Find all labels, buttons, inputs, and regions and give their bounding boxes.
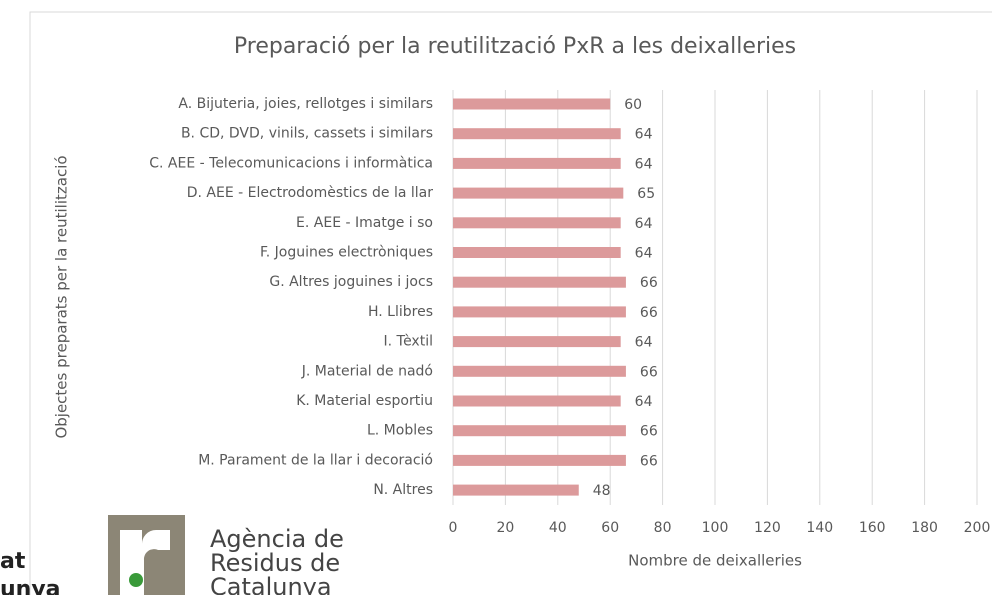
y-tick-label: A. Bijuteria, joies, rellotges i similar… xyxy=(178,96,433,112)
y-tick-label: F. Joguines electròniques xyxy=(260,245,433,261)
x-tick-label: 0 xyxy=(449,520,458,536)
bar xyxy=(453,128,621,140)
x-tick-label: 100 xyxy=(702,520,729,536)
y-tick-label: K. Material esportiu xyxy=(296,393,433,409)
logo: at unya Agència de Residus de Catalunya xyxy=(0,515,344,595)
data-label: 66 xyxy=(640,364,658,380)
x-tick-label: 40 xyxy=(549,520,567,536)
data-label: 64 xyxy=(635,156,653,172)
y-axis-label: Objectes preparats per la reutilització xyxy=(53,155,71,438)
data-label: 64 xyxy=(635,335,653,351)
data-label: 64 xyxy=(635,216,653,232)
x-tick-label: 140 xyxy=(806,520,833,536)
bar xyxy=(453,306,626,318)
logo-text: Agència de xyxy=(210,525,344,553)
bar xyxy=(453,98,611,110)
bar xyxy=(453,454,626,466)
bar xyxy=(453,217,621,229)
x-tick-label: 120 xyxy=(754,520,781,536)
bar xyxy=(453,157,621,169)
x-tick-label: 180 xyxy=(911,520,938,536)
bar xyxy=(453,484,579,496)
data-label: 65 xyxy=(637,186,655,202)
bar xyxy=(453,395,621,407)
data-label: 64 xyxy=(635,394,653,410)
y-tick-label: D. AEE - Electrodomèstics de la llar xyxy=(187,185,433,201)
bar xyxy=(453,247,621,258)
y-tick-label: B. CD, DVD, vinils, cassets i similars xyxy=(181,126,433,142)
y-tick-label: C. AEE - Telecomunicacions i informàtica xyxy=(149,155,433,171)
data-label: 64 xyxy=(635,246,653,262)
bar xyxy=(453,187,624,199)
bar xyxy=(453,425,626,437)
x-tick-label: 160 xyxy=(859,520,886,536)
y-tick-label: E. AEE - Imatge i so xyxy=(296,215,433,231)
y-tick-label: N. Altres xyxy=(373,482,433,498)
logo-dot xyxy=(129,573,143,587)
chart-title: Preparació per la reutilització PxR a le… xyxy=(234,34,796,59)
y-tick-label: M. Parament de la llar i decoració xyxy=(198,452,433,468)
data-label: 66 xyxy=(640,275,658,291)
y-tick-label: I. Tèxtil xyxy=(383,334,433,350)
data-label: 48 xyxy=(593,483,611,499)
x-tick-label: 80 xyxy=(654,520,672,536)
logo-fragment: unya xyxy=(0,577,61,595)
logo-mark xyxy=(108,515,185,595)
logo-fragment: at xyxy=(0,549,26,574)
x-tick-label: 60 xyxy=(601,520,619,536)
bar xyxy=(453,365,626,377)
data-label: 60 xyxy=(624,97,642,113)
x-tick-label: 200 xyxy=(964,520,991,536)
logo-text: Catalunya xyxy=(210,573,332,595)
y-tick-label: L. Mobles xyxy=(367,423,433,439)
x-tick-label: 20 xyxy=(496,520,514,536)
data-label: 66 xyxy=(640,305,658,321)
data-label: 64 xyxy=(635,127,653,143)
x-axis-label: Nombre de deixalleries xyxy=(628,552,802,570)
y-tick-label: G. Altres joguines i jocs xyxy=(269,274,433,290)
data-label: 66 xyxy=(640,424,658,440)
logo-text: Residus de xyxy=(210,549,340,577)
bar xyxy=(453,276,626,288)
bar xyxy=(453,336,621,348)
y-tick-label: J. Material de nadó xyxy=(301,363,433,379)
y-tick-label: H. Llibres xyxy=(368,304,433,320)
data-label: 66 xyxy=(640,453,658,469)
